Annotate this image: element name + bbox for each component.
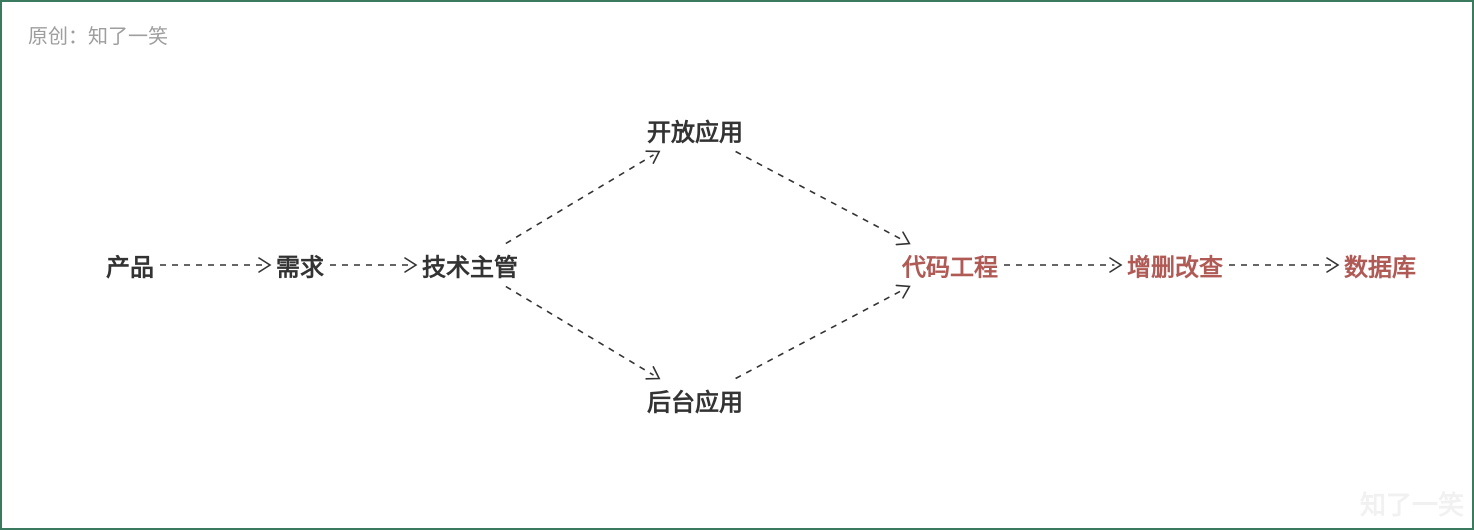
outer-border (0, 0, 1474, 530)
node-require: 需求 (276, 248, 324, 283)
diagram-frame: 原创：知了一笑 产品 需求 技术主管 开放应用后台应用 代码工程 增删改查 数据库 知了一笑 (0, 0, 1474, 530)
node-db: 数据库 (1344, 248, 1416, 283)
node-admin_app: 后台应用 (647, 383, 743, 418)
node-crud: 增删改查 (1127, 248, 1223, 283)
node-lead: 技术主管 (422, 248, 518, 283)
credit-text: 原创：知了一笑 (28, 20, 168, 49)
node-open_app: 开放应用 (647, 113, 743, 148)
node-code: 代码工程 (902, 248, 998, 283)
watermark-text: 知了一笑 (1360, 485, 1464, 522)
node-product: 产品 (106, 248, 154, 283)
